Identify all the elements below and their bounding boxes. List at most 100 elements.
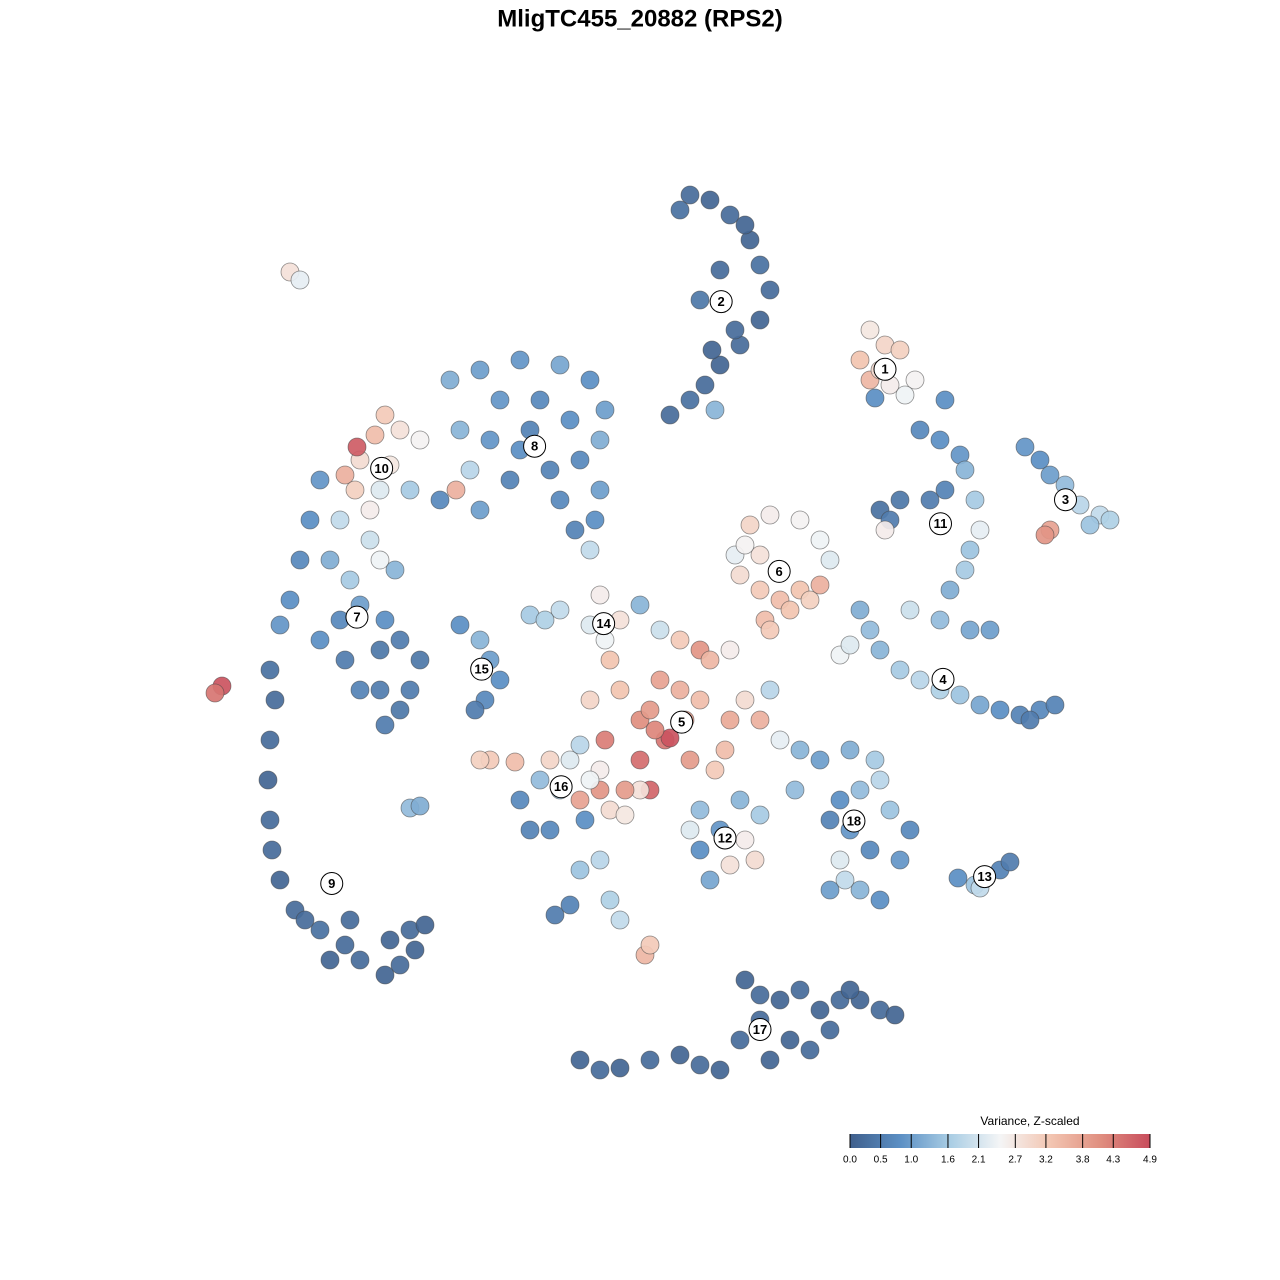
point bbox=[720, 640, 740, 660]
point bbox=[430, 490, 450, 510]
point bbox=[770, 990, 790, 1010]
point bbox=[615, 805, 635, 825]
point bbox=[740, 515, 760, 535]
point bbox=[380, 930, 400, 950]
point bbox=[405, 940, 425, 960]
point bbox=[500, 470, 520, 490]
point bbox=[1030, 450, 1050, 470]
point bbox=[375, 965, 395, 985]
point bbox=[415, 915, 435, 935]
cluster-label-badge bbox=[345, 605, 369, 629]
point bbox=[710, 260, 730, 280]
cluster-label: 5 bbox=[678, 715, 685, 730]
point bbox=[370, 480, 390, 500]
cluster-label: 6 bbox=[776, 564, 783, 579]
point bbox=[262, 840, 282, 860]
point bbox=[340, 910, 360, 930]
point bbox=[390, 700, 410, 720]
cluster-label-badge bbox=[713, 826, 737, 850]
point bbox=[890, 340, 910, 360]
cluster-label-badge bbox=[748, 1017, 772, 1041]
cluster-label: 3 bbox=[1062, 492, 1069, 507]
point bbox=[545, 905, 565, 925]
point bbox=[530, 390, 550, 410]
point bbox=[310, 920, 330, 940]
colorbar-tick-label: 2.7 bbox=[1008, 1155, 1022, 1166]
point bbox=[800, 590, 820, 610]
point bbox=[695, 375, 715, 395]
point bbox=[580, 690, 600, 710]
point bbox=[705, 760, 725, 780]
cluster-label: 15 bbox=[474, 662, 488, 677]
point bbox=[400, 480, 420, 500]
point bbox=[830, 790, 850, 810]
point bbox=[730, 565, 750, 585]
point bbox=[350, 680, 370, 700]
cluster-label: 12 bbox=[718, 830, 732, 845]
point bbox=[640, 700, 660, 720]
point bbox=[345, 480, 365, 500]
point bbox=[700, 650, 720, 670]
point bbox=[970, 695, 990, 715]
point bbox=[615, 780, 635, 800]
point bbox=[900, 600, 920, 620]
point bbox=[910, 420, 930, 440]
point bbox=[720, 855, 740, 875]
point bbox=[610, 910, 630, 930]
point bbox=[390, 955, 410, 975]
point bbox=[470, 630, 490, 650]
point bbox=[800, 1040, 820, 1060]
point bbox=[960, 620, 980, 640]
point bbox=[470, 500, 490, 520]
point bbox=[490, 670, 510, 690]
point bbox=[850, 600, 870, 620]
point bbox=[735, 215, 755, 235]
point bbox=[375, 610, 395, 630]
point bbox=[375, 715, 395, 735]
point bbox=[590, 585, 610, 605]
point bbox=[690, 1055, 710, 1075]
cluster-label-badge bbox=[592, 612, 616, 636]
point bbox=[650, 670, 670, 690]
point bbox=[735, 535, 755, 555]
point bbox=[320, 950, 340, 970]
point bbox=[335, 465, 355, 485]
point bbox=[580, 770, 600, 790]
point bbox=[745, 850, 765, 870]
point bbox=[365, 425, 385, 445]
point bbox=[875, 520, 895, 540]
cluster-label: 7 bbox=[353, 610, 360, 625]
point bbox=[260, 730, 280, 750]
point bbox=[630, 750, 650, 770]
point bbox=[258, 770, 278, 790]
point bbox=[840, 740, 860, 760]
point bbox=[350, 950, 370, 970]
point bbox=[575, 810, 595, 830]
point bbox=[820, 1020, 840, 1040]
point bbox=[347, 437, 367, 457]
point bbox=[570, 450, 590, 470]
point bbox=[720, 710, 740, 730]
point bbox=[580, 370, 600, 390]
point bbox=[300, 510, 320, 530]
point bbox=[920, 490, 940, 510]
colorbar-tick-label: 2.1 bbox=[972, 1155, 986, 1166]
colorbar-tick-label: 0.5 bbox=[874, 1155, 888, 1166]
point bbox=[730, 790, 750, 810]
point bbox=[470, 750, 490, 770]
point bbox=[375, 405, 395, 425]
point bbox=[540, 460, 560, 480]
point bbox=[870, 890, 890, 910]
point bbox=[760, 505, 780, 525]
point bbox=[550, 600, 570, 620]
point bbox=[680, 185, 700, 205]
point bbox=[840, 635, 860, 655]
point bbox=[860, 320, 880, 340]
point bbox=[720, 205, 740, 225]
cluster-label-badge bbox=[873, 357, 897, 381]
point bbox=[270, 870, 290, 890]
point bbox=[595, 730, 615, 750]
point bbox=[700, 190, 720, 210]
point bbox=[370, 680, 390, 700]
point bbox=[370, 550, 390, 570]
